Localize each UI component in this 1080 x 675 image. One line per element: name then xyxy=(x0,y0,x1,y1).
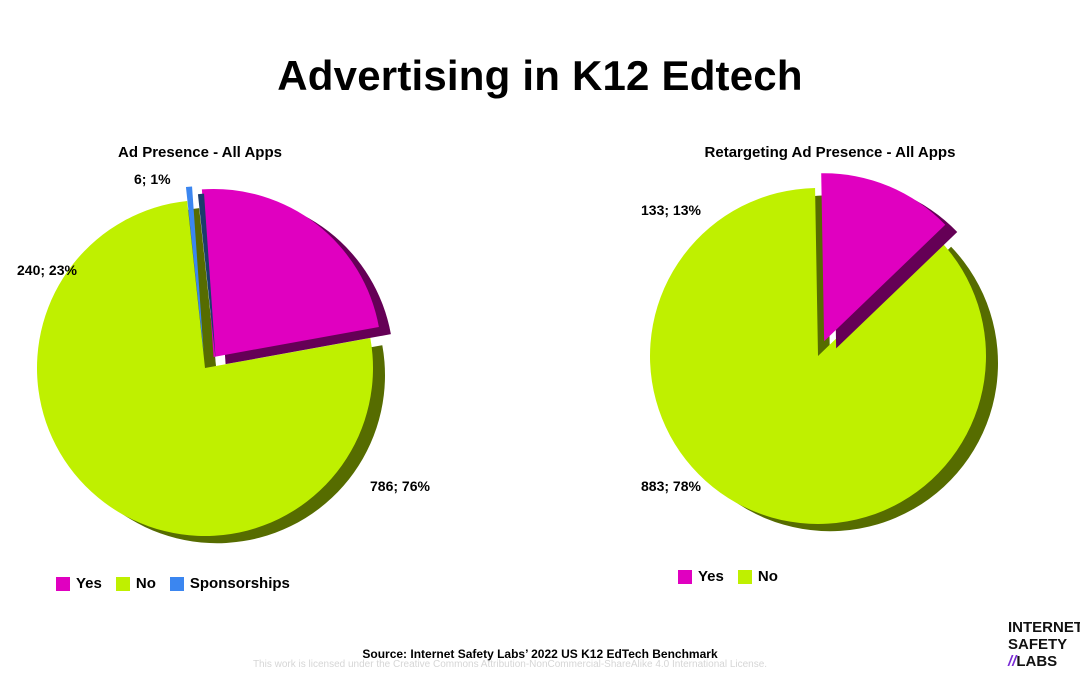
source-note: Source: Internet Safety Labs’ 2022 US K1… xyxy=(362,647,718,661)
data-label-sponsorships: 6; 1% xyxy=(134,171,171,187)
legend-item-no: No xyxy=(737,568,778,585)
logo-line-1: INTERNET xyxy=(1008,619,1080,636)
legend-item-no: No xyxy=(115,575,156,592)
pie-slice-shadow-sponsorships xyxy=(197,193,216,362)
legend-retargeting: Yes No xyxy=(678,568,778,585)
pie-slice-yes xyxy=(201,188,379,357)
pie-slice-yes xyxy=(821,173,946,342)
license-note: This work is licensed under the Creative… xyxy=(252,659,768,670)
legend-swatch-yes xyxy=(56,576,70,591)
legend-label: No xyxy=(757,568,778,585)
data-label-no: 786; 76% xyxy=(370,478,430,494)
logo-mark: // xyxy=(1008,653,1017,670)
legend-label: Yes xyxy=(698,568,724,585)
chart-title-ad-presence: Ad Presence - All Apps xyxy=(118,144,282,161)
pie-slice-no xyxy=(36,200,373,537)
legend-swatch-no xyxy=(115,576,130,591)
chart-title-retargeting: Retargeting Ad Presence - All Apps xyxy=(704,144,956,161)
legend-item-sponsorships: Sponsorships xyxy=(169,575,290,592)
legend-label: Sponsorships xyxy=(189,575,290,592)
internet-safety-labs-logo: INTERNET SAFETY //LABS xyxy=(1008,619,1080,670)
pie-slice-no xyxy=(650,188,987,525)
page-title: Advertising in K12 Edtech xyxy=(277,52,803,99)
pie-slice-sponsorships xyxy=(185,186,204,355)
logo-word-labs: LABS xyxy=(1016,653,1058,670)
data-label-no: 883; 78% xyxy=(641,478,701,494)
legend-swatch-yes xyxy=(678,569,692,584)
logo-line-2: SAFETY xyxy=(1008,636,1068,653)
legend-swatch-no xyxy=(737,569,752,584)
legend-ad-presence: Yes No Sponsorships xyxy=(56,575,290,592)
logo-line-3: //LABS xyxy=(1008,653,1080,670)
legend-label: No xyxy=(135,575,156,592)
legend-item-yes: Yes xyxy=(678,568,724,585)
legend-label: Yes xyxy=(76,575,102,592)
legend-swatch-sponsorships xyxy=(169,576,184,591)
data-label-yes: 133; 13% xyxy=(641,202,701,218)
legend-item-yes: Yes xyxy=(56,575,102,592)
data-label-yes: 240; 23% xyxy=(17,262,77,278)
